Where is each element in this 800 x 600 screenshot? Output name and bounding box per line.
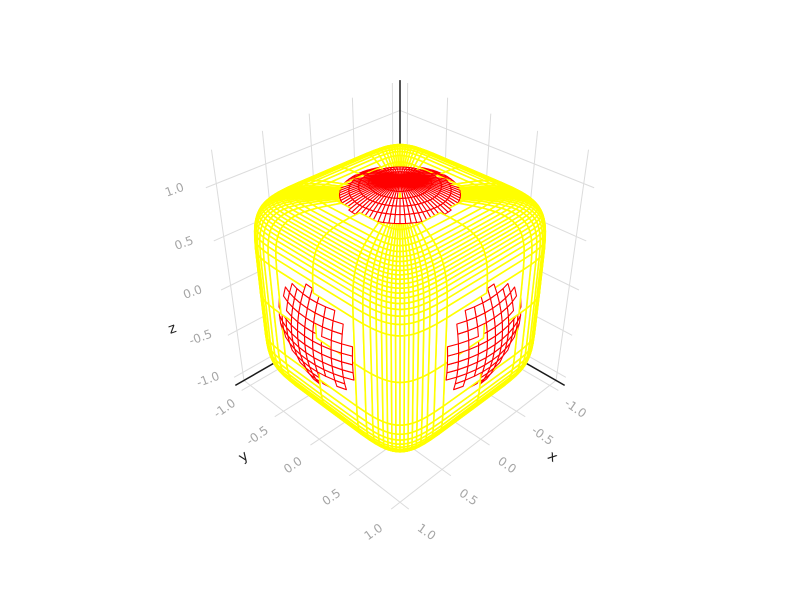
rounded-cube-mesh-face (399, 302, 406, 311)
sphere-mesh-face (340, 343, 354, 357)
z-tick-label: 1.0 (163, 180, 186, 200)
rounded-cube-mesh-face (399, 315, 406, 326)
sphere-mesh-face (399, 197, 405, 207)
rounded-cube-mesh-face (399, 381, 406, 426)
sphere-mesh-face (464, 306, 477, 322)
floor-gridline-x (243, 380, 410, 510)
rounded-cube-mesh-face (399, 424, 405, 436)
wall-gridline-x (210, 149, 245, 381)
sphere-mesh-face (395, 197, 401, 207)
sphere-mesh-face (399, 213, 407, 225)
rounded-cube-mesh-face (394, 308, 401, 317)
sphere-mesh-face (394, 205, 401, 216)
sphere-mesh-face (393, 213, 401, 225)
wireframe-mesh (253, 143, 547, 453)
sphere-mesh-face (399, 205, 406, 216)
rounded-cube-mesh-face (399, 287, 406, 294)
z-tick-label: 0.5 (173, 233, 196, 253)
wall-gridline-y (555, 149, 590, 381)
rounded-cube-mesh-face (399, 228, 404, 240)
sphere-mesh-face (323, 306, 336, 322)
floor-gridline-y (390, 380, 557, 510)
wall-gridline-z (399, 109, 595, 189)
sphere-mesh-face (456, 320, 469, 335)
wall-gridline-z (205, 109, 401, 189)
sphere-mesh-face (331, 320, 344, 335)
rounded-cube-mesh-face (399, 323, 406, 337)
rounded-cube-mesh-face (394, 334, 401, 384)
z-tick-label: 0.0 (181, 282, 204, 302)
rounded-cube-mesh-face (399, 237, 404, 247)
